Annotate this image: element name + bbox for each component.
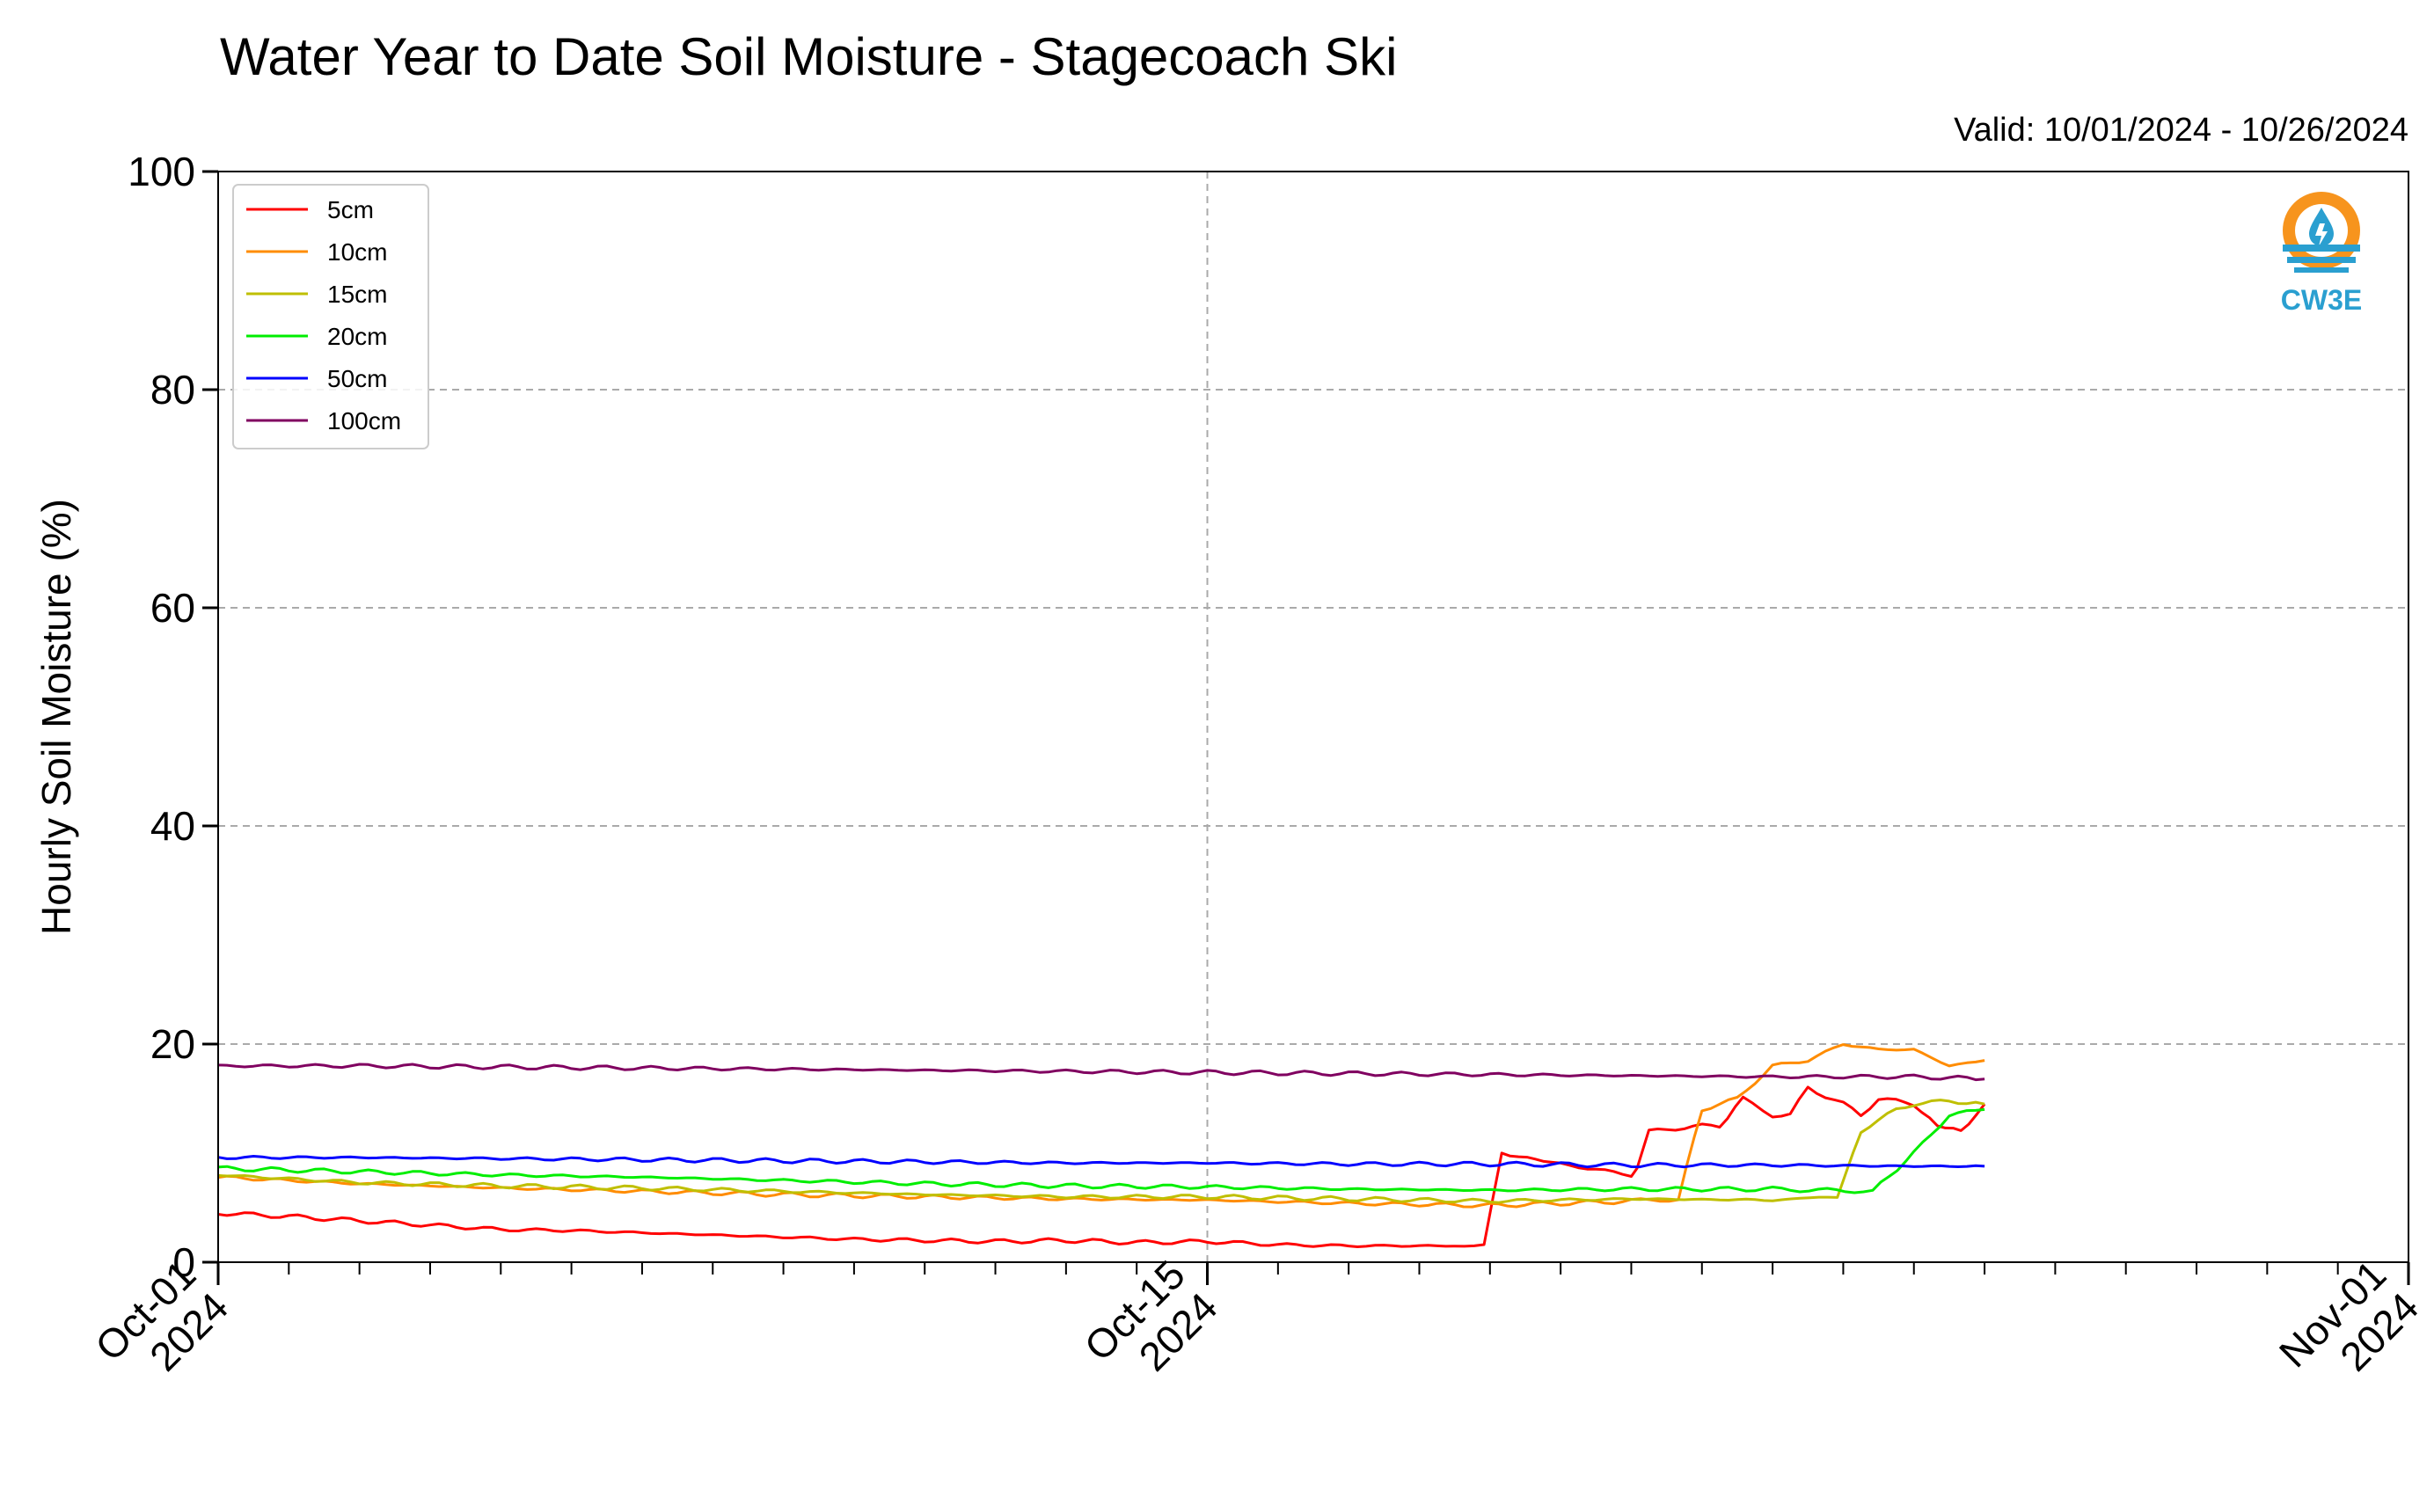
cw3e-logo: CW3E (2281, 192, 2362, 316)
legend-label-5cm: 5cm (327, 196, 374, 223)
plot-area-frame (217, 171, 2409, 1263)
y-tick-label: 100 (128, 149, 195, 194)
y-axis-label: Hourly Soil Moisture (%) (33, 499, 79, 935)
legend-label-50cm: 50cm (327, 365, 387, 392)
y-tick-label: 20 (150, 1021, 195, 1067)
legend-label-15cm: 15cm (327, 281, 387, 308)
series-line-20cm (217, 1107, 1985, 1194)
legend-label-20cm: 20cm (327, 323, 387, 350)
chart-subtitle: Valid: 10/01/2024 - 10/26/2024 (1954, 112, 2408, 149)
series-line-15cm (217, 1099, 1985, 1204)
series-line-5cm (217, 1085, 1986, 1248)
legend-label-100cm: 100cm (327, 407, 401, 435)
water-drop-icon (2283, 192, 2360, 273)
series-line-50cm (217, 1155, 1985, 1169)
y-tick-label: 80 (150, 367, 195, 413)
chart-title: Water Year to Date Soil Moisture - Stage… (220, 27, 1397, 86)
legend-label-10cm: 10cm (327, 238, 387, 266)
y-tick-label: 0 (172, 1239, 195, 1285)
grid-lines (218, 172, 2408, 1262)
legend: 5cm 10cm 15cm 20cm 50cm 100cm (232, 184, 429, 449)
series-line-100cm (217, 1063, 1985, 1082)
y-tick-label: 40 (150, 803, 195, 849)
series-lines (217, 1043, 1986, 1248)
logo-text: CW3E (2281, 284, 2362, 316)
y-axis: 0 20 40 60 80 100 (128, 149, 218, 1285)
y-tick-label: 60 (150, 585, 195, 631)
